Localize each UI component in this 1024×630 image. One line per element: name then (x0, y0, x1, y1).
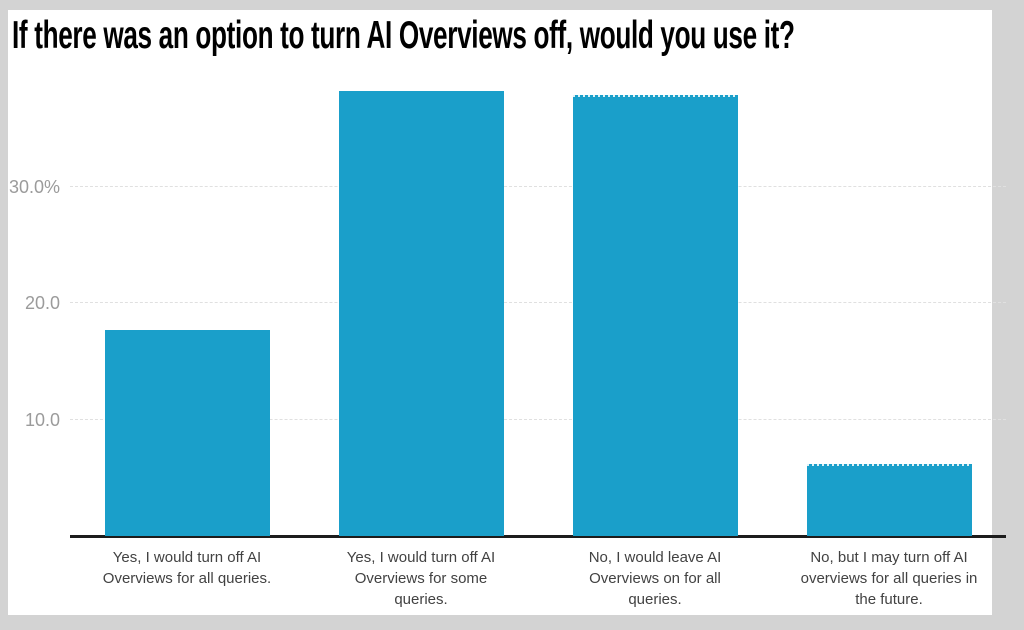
bar-band (538, 60, 772, 536)
x-axis-line (70, 535, 1006, 538)
y-tick-label: 10.0 (24, 409, 60, 430)
y-tick-label: 20.0 (24, 293, 60, 314)
bar-band (772, 60, 1006, 536)
grid-line-20 (70, 302, 1006, 304)
x-category-label: No, but I may turn off AI overviews for … (800, 549, 978, 608)
bar-3 (572, 94, 738, 536)
y-tick-label: 30.0% (8, 176, 60, 197)
grid-line-30 (70, 185, 1006, 187)
bar-band (70, 60, 304, 536)
plot-area (70, 60, 1006, 536)
x-category-label: Yes, I would turn off AI Overviews for s… (346, 549, 496, 608)
y-axis-labels: 10.0 20.0 30.0% (8, 60, 60, 536)
bar-2 (338, 91, 504, 536)
chart-title: If there was an option to turn AI Overvi… (12, 14, 795, 57)
bar-band (304, 60, 538, 536)
x-axis-labels: Yes, I would turn off AI Overviews for a… (70, 547, 1006, 610)
bar-1 (104, 330, 270, 536)
x-category-label: No, I would leave AI Overviews on for al… (588, 549, 722, 608)
grid-line-10 (70, 418, 1006, 420)
bar-4 (806, 463, 972, 536)
x-category-label: Yes, I would turn off AI Overviews for a… (102, 549, 272, 587)
chart-frame: If there was an option to turn AI Overvi… (8, 10, 1006, 615)
